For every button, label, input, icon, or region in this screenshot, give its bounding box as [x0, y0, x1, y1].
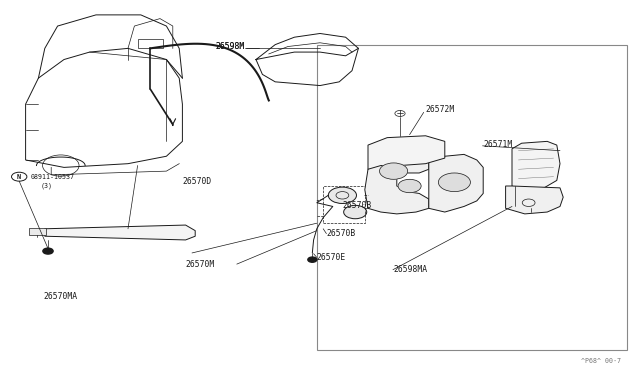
- Text: 26570B: 26570B: [342, 201, 372, 210]
- Circle shape: [438, 173, 470, 192]
- Text: N: N: [17, 174, 21, 180]
- Bar: [317, 45, 627, 350]
- Bar: [29, 228, 46, 235]
- Circle shape: [344, 205, 367, 219]
- Text: 26572M: 26572M: [426, 105, 455, 113]
- Polygon shape: [506, 186, 563, 214]
- Circle shape: [328, 187, 356, 203]
- Bar: [323, 186, 365, 223]
- Polygon shape: [368, 136, 445, 169]
- Text: 26598M: 26598M: [216, 42, 245, 51]
- Text: 26598M: 26598M: [216, 42, 245, 51]
- Polygon shape: [45, 225, 195, 240]
- Text: 26570B: 26570B: [326, 229, 356, 238]
- Text: 26570MA: 26570MA: [44, 292, 77, 301]
- Polygon shape: [512, 141, 560, 190]
- Text: (3): (3): [40, 182, 52, 189]
- Text: 26570E: 26570E: [317, 253, 346, 262]
- Text: 26571M: 26571M: [483, 140, 513, 149]
- Circle shape: [308, 257, 317, 262]
- Circle shape: [398, 179, 421, 193]
- Polygon shape: [365, 151, 429, 214]
- Polygon shape: [429, 154, 483, 212]
- Circle shape: [380, 163, 408, 179]
- Text: ^P68^ 00·7: ^P68^ 00·7: [581, 358, 621, 364]
- Text: 26598MA: 26598MA: [394, 265, 428, 274]
- Text: 26570M: 26570M: [186, 260, 215, 269]
- Bar: [138, 39, 163, 48]
- Circle shape: [43, 248, 53, 254]
- Text: 26570D: 26570D: [182, 177, 212, 186]
- Text: 08911-10537: 08911-10537: [31, 174, 75, 180]
